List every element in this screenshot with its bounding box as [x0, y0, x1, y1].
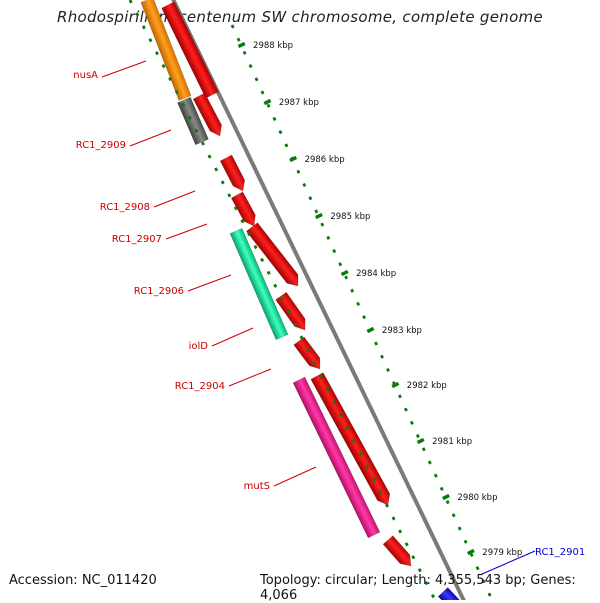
gene-label-iold[interactable]: iolD: [189, 341, 209, 352]
gene-label-rc1-2901[interactable]: RC1_2901: [535, 547, 585, 558]
kbp-tick-label: 2979 kbp: [482, 548, 522, 558]
gene-label-rc1-2908[interactable]: RC1_2908: [100, 202, 150, 213]
gene-block-rc1-2909: [177, 96, 209, 146]
gene-block-rc1-2904: [293, 336, 321, 370]
leader-line-nusa: [101, 60, 147, 78]
gene-block-rc1-2906b: [275, 291, 306, 331]
kbp-major-tick: [237, 41, 246, 49]
kbp-tick-label: 2988 kbp: [253, 41, 293, 51]
kbp-tick-label: 2985 kbp: [330, 212, 370, 222]
leader-line-muts: [273, 466, 317, 487]
leader-line-rc1-2904: [228, 368, 272, 387]
gene-block-nusa: [140, 0, 192, 101]
kbp-major-tick: [442, 493, 450, 501]
kbp-major-tick: [391, 381, 400, 389]
gene-block-muts: [292, 376, 381, 539]
topology-text: Topology: circular; Length: 4,355,543 bp…: [260, 573, 576, 603]
kbp-tick-label: 2983 kbp: [382, 326, 422, 336]
kbp-tick-label: 2980 kbp: [457, 493, 497, 503]
inner-tick-track: [128, 0, 435, 599]
gene-block-rc1-2902: [382, 535, 412, 567]
accession-text: Accession: NC_011420: [9, 573, 157, 588]
gene-label-muts[interactable]: mutS: [244, 481, 270, 492]
kbp-major-tick: [466, 548, 475, 556]
gene-block-rc1-2906: [246, 222, 299, 287]
gene-block-rc1-2908: [219, 154, 245, 192]
gene-label-nusa[interactable]: nusA: [73, 70, 98, 81]
leader-line-rc1-2906: [187, 274, 232, 292]
leader-line-rc1-2907: [165, 223, 208, 240]
kbp-major-tick: [340, 269, 349, 277]
kbp-major-tick: [289, 155, 298, 163]
gene-block-iold: [229, 228, 289, 340]
leader-line-rc1-2901: [481, 550, 536, 575]
gene-label-rc1-2909[interactable]: RC1_2909: [76, 140, 126, 151]
gene-label-rc1-2907[interactable]: RC1_2907: [112, 234, 162, 245]
kbp-tick-label: 2984 kbp: [356, 269, 396, 279]
kbp-tick-label: 2981 kbp: [432, 437, 472, 447]
leader-line-rc1-2908: [153, 190, 196, 208]
gene-block-muts-partner: [310, 372, 391, 506]
gene-block-rc1-2909-partner: [192, 92, 222, 137]
gene-label-rc1-2904[interactable]: RC1_2904: [175, 381, 225, 392]
kbp-tick-label: 2982 kbp: [407, 381, 447, 391]
chromosome-backbone: [165, 0, 466, 600]
leader-line-rc1-2909: [129, 129, 172, 147]
kbp-tick-label: 2987 kbp: [279, 98, 319, 108]
gene-label-rc1-2906[interactable]: RC1_2906: [134, 286, 184, 297]
kbp-major-tick: [263, 98, 272, 106]
gene-block-rc1-2907: [230, 191, 256, 227]
leader-line-iold: [211, 327, 254, 347]
kbp-major-tick: [366, 326, 375, 334]
kbp-major-tick: [416, 437, 425, 445]
kbp-major-tick: [315, 212, 323, 220]
kbp-tick-label: 2986 kbp: [305, 155, 345, 165]
